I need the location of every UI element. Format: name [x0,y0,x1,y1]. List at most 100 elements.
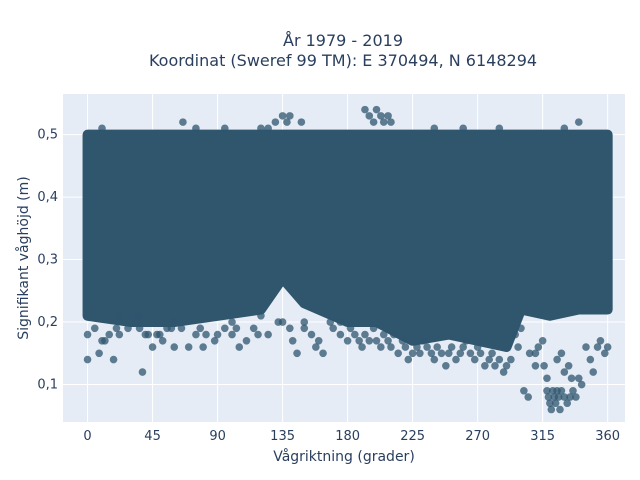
scatter-point [569,386,577,395]
scatter-point [524,393,533,401]
y-tick-label: 0,3 [37,253,58,268]
scatter-point [115,311,124,320]
scatter-point [600,349,609,358]
scatter-point [361,330,369,339]
scatter-point [300,324,309,333]
scatter-point [144,330,153,339]
scatter-point [416,349,424,358]
chart-title-line-1: År 1979 - 2019 [283,31,403,50]
scatter-point [283,118,291,126]
scatter-point [192,124,200,133]
scatter-point [495,355,504,364]
scatter-point [485,355,493,364]
x-tick-label: 225 [400,429,425,444]
scatter-point [372,105,381,114]
scatter-point [264,124,272,133]
scatter-point [202,330,210,339]
scatter-point [394,349,402,358]
y-tick-label: 0,2 [37,315,58,330]
scatter-point [300,318,309,326]
dense-region [82,129,613,353]
scatter-point [213,330,222,339]
scatter-point [264,330,272,339]
scatter-point [83,355,92,364]
scatter-point [271,118,280,126]
scatter-points [83,105,612,414]
scatter-point [582,343,590,351]
scatter-point [466,349,475,358]
scatter-point [554,393,563,401]
scatter-point [379,118,388,126]
x-tick-label: 45 [144,429,161,444]
scatter-point [427,349,436,358]
scatter-point [566,393,574,401]
scatter-point [547,405,556,414]
scatter-point [544,393,553,401]
scatter-point [196,324,205,333]
scatter-point [507,355,515,364]
scatter-point [369,118,378,126]
scatter-point [358,343,366,351]
scatter-point [254,330,262,339]
scatter-point [538,336,547,345]
scatter-point [148,343,157,351]
scatter-point [444,349,453,358]
y-axis-title: Signifikant våghöjd (m) [15,176,32,339]
scatter-point [192,330,200,339]
chart-title-line-2: Koordinat (Sweref 99 TM): E 370494, N 61… [149,51,537,70]
x-tick-label: 270 [465,429,490,444]
scatter-point [543,374,551,383]
y-tick-label: 0,5 [37,128,58,143]
x-tick-label: 360 [595,429,620,444]
scatter-point [179,118,187,126]
scatter-point [307,330,316,339]
scatter-point [365,112,374,120]
y-tick-label: 0,1 [37,378,58,393]
scatter-point [452,355,460,364]
scatter-point [242,336,251,345]
scatter-point [401,343,410,351]
scatter-point [488,349,496,358]
scatter-point [470,355,479,364]
scatter-point [408,349,417,358]
scatter-point [574,374,583,383]
x-axis-ticks: 0 45 90 135 180 225 270 315 360 [83,429,620,444]
scatter-point [326,318,335,326]
scatter-point [430,124,439,133]
scatter-point [459,124,467,133]
scatter-point [115,330,124,339]
scatter-point [577,380,586,389]
scatter-point [459,343,467,351]
scatter-point [387,343,395,351]
scatter-point [514,343,522,351]
scatter-point [138,368,147,376]
scatter-point [232,324,241,333]
scatter-point [567,374,576,383]
scatter-point [135,324,144,333]
scatter-point [560,393,569,401]
scatter-point [481,361,489,370]
scatter-point [430,355,439,364]
scatter-point [520,386,528,395]
scatter-point [596,336,605,345]
scatter-point [235,343,244,351]
scatter-point [534,343,543,351]
scatter-point [377,112,385,120]
scatter-point [525,349,534,358]
scatter-point [112,324,121,333]
scatter-point [228,330,236,339]
scatter-point [511,330,520,339]
scatter-point [423,343,431,351]
scatter-point [413,343,421,351]
dense-data-band [82,129,613,353]
scatter-point [351,330,359,339]
scatter-point [314,336,323,345]
scatter-point [546,399,554,408]
scatter-point [109,355,118,364]
scatter-point [98,124,106,133]
scatter-point [499,368,508,376]
scatter-point [257,311,265,320]
scatter-point [336,330,345,339]
scatter-point [551,399,560,408]
